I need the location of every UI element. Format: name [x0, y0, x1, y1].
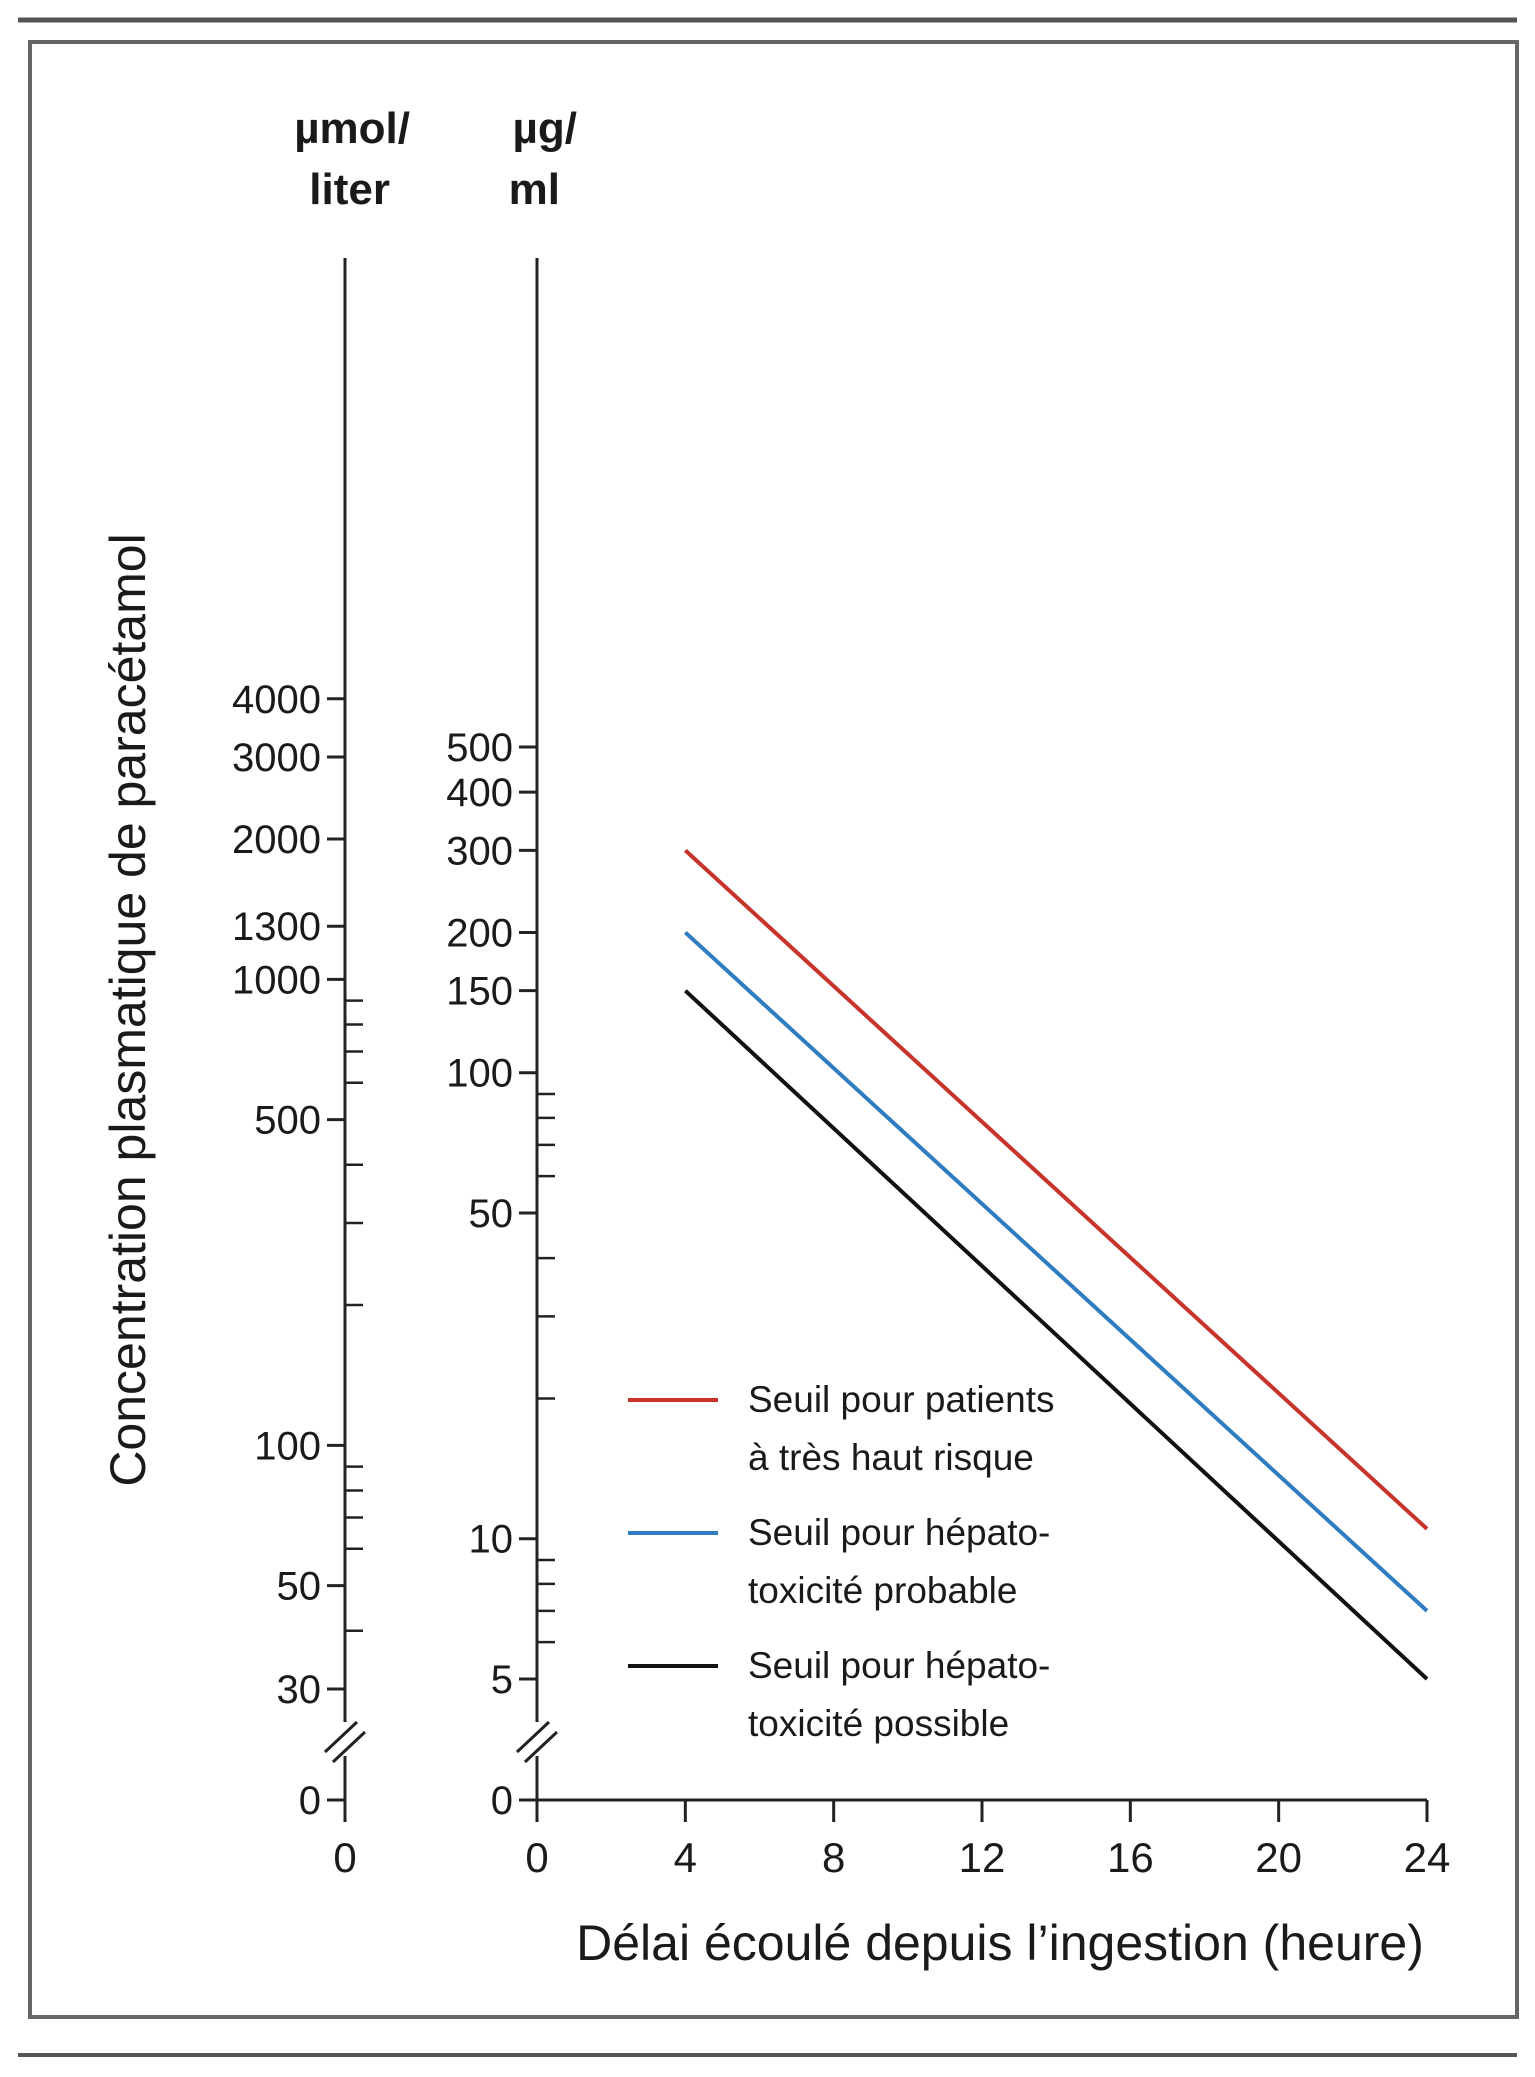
- legend-label: toxicité probable: [748, 1570, 1017, 1611]
- y-left-tick-label: 4000: [232, 678, 321, 722]
- y-right-axis-break-mark: [523, 1730, 559, 1764]
- minor-ticks: [345, 999, 555, 1644]
- legend-label: Seuil pour patients: [748, 1379, 1054, 1420]
- x-tick-label: 16: [1107, 1834, 1154, 1881]
- y-right-tick-label: 300: [446, 829, 513, 873]
- series-line: [683, 989, 1429, 1681]
- series-line: [683, 930, 1429, 1613]
- y-left-tick-label: 30: [277, 1668, 322, 1712]
- y-right-unit-line2: ml: [509, 165, 560, 214]
- legend-label: Seuil pour hépato-: [748, 1645, 1050, 1686]
- y-left-unit-line2: liter: [309, 165, 390, 214]
- y-right-tick-label: 100: [446, 1052, 513, 1096]
- series-lines: [683, 848, 1429, 1681]
- y-left-tick-label: 1000: [232, 958, 321, 1002]
- x-tick-label: 20: [1255, 1834, 1302, 1881]
- y-right-tick-label: 150: [446, 970, 513, 1014]
- y-right-tick-label: 50: [469, 1192, 514, 1236]
- x-tick-label: 4: [674, 1834, 697, 1881]
- x-axis-title: Délai écoulé depuis l’ingestion (heure): [576, 1915, 1424, 1971]
- y-left-tick-label: 2000: [232, 818, 321, 862]
- y-right-tick-label: 5: [491, 1658, 513, 1702]
- x-tick-label: 24: [1404, 1834, 1451, 1881]
- x-tick-label: 8: [822, 1834, 845, 1881]
- y-left-tick-label: 3000: [232, 736, 321, 780]
- y-left-tick-label: 1300: [232, 905, 321, 949]
- y-right-tick-label: 10: [469, 1518, 514, 1562]
- x-tick-label: 12: [959, 1834, 1006, 1881]
- y-right-tick-label: 400: [446, 771, 513, 815]
- y-axis-title: Concentration plasmatique de paracétamol: [100, 533, 156, 1486]
- y-left-tick-label: 50: [277, 1565, 322, 1609]
- y-left-tick-label: 500: [254, 1099, 321, 1143]
- x-left-axis-tick-label: 0: [333, 1834, 356, 1881]
- x-tick-label: 0: [525, 1834, 548, 1881]
- legend-label: toxicité possible: [748, 1703, 1009, 1744]
- legend-label: à très haut risque: [748, 1437, 1034, 1478]
- y-right-tick-label: 0: [491, 1779, 513, 1823]
- series-line: [683, 848, 1429, 1531]
- y-left-ticks: 4000 3000 2000 1300 1000 500 100 50 30 0: [232, 678, 345, 1823]
- x-ticks: 0 4 8 12 16 20 24 0: [333, 1800, 1450, 1881]
- y-left-axis-break-mark: [323, 1720, 359, 1754]
- legend-label: Seuil pour hépato-: [748, 1512, 1050, 1553]
- y-left-axis-break-mark: [331, 1730, 367, 1764]
- y-left-unit-line1: µmol/: [294, 104, 410, 153]
- outer-frame: [28, 40, 1519, 2019]
- y-right-axis-break-mark: [515, 1720, 551, 1754]
- y-right-unit-line1: µg/: [513, 104, 577, 153]
- y-left-tick-label: 100: [254, 1424, 321, 1468]
- y-left-tick-label: 0: [299, 1779, 321, 1823]
- y-right-tick-label: 500: [446, 726, 513, 770]
- y-right-tick-label: 200: [446, 911, 513, 955]
- legend: Seuil pour patients à très haut risque Seu…: [628, 1379, 1054, 1744]
